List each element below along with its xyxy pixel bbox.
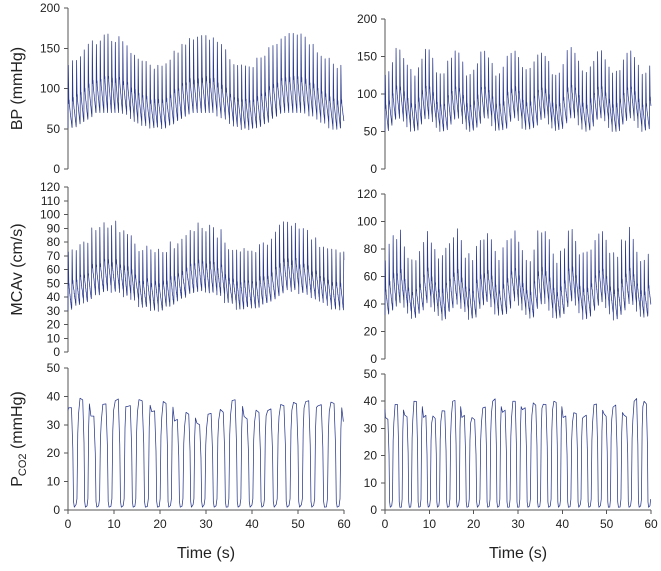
y-tick-label: 20 — [364, 325, 378, 339]
y-tick-label: 40 — [364, 394, 378, 408]
panel-mcav-right: 0 20 40 60 80 100 120 — [357, 187, 652, 366]
y-tick-label: 0 — [53, 503, 60, 517]
y-tick-label: 100 — [40, 208, 60, 222]
y-tick-label: 60 — [364, 270, 378, 284]
y-tick-label: 30 — [47, 304, 61, 318]
x-tick-label: 50 — [600, 517, 614, 531]
y-tick-label: 40 — [47, 290, 61, 304]
y-tick-label: 50 — [47, 361, 61, 375]
x-axis-label: Time (s) — [489, 545, 547, 562]
y-tick-label: 10 — [47, 475, 61, 489]
series-line-pco2-left — [67, 397, 344, 508]
x-tick-label: 20 — [467, 517, 481, 531]
y-tick-label: 110 — [41, 194, 60, 208]
y-tick-label: 40 — [364, 297, 378, 311]
y-tick-label: 150 — [40, 41, 60, 55]
x-tick-label: 40 — [245, 517, 259, 531]
x-tick-label: 60 — [337, 517, 351, 531]
x-tick-label: 10 — [423, 517, 437, 531]
series-line-mcav-left — [67, 220, 345, 312]
x-axis-label: Time (s) — [177, 545, 235, 562]
panel-bp-right: 0 50 100 150 200 — [357, 12, 652, 176]
y-tick-label: 0 — [370, 503, 377, 517]
y-tick-label: 70 — [47, 249, 61, 263]
y-tick-label: 100 — [357, 215, 377, 229]
y-tick-label: 0 — [370, 162, 377, 176]
y-axis-label: BP (mmHg) — [9, 47, 26, 130]
y-tick-label: 60 — [47, 263, 61, 277]
x-tick-label: 0 — [65, 517, 72, 531]
y-axis-label: PCO2 (mmHg) — [9, 391, 29, 487]
y-tick-label: 100 — [357, 87, 377, 101]
y-tick-label: 120 — [40, 180, 60, 194]
y-tick-label: 100 — [40, 82, 60, 96]
y-tick-label: 0 — [370, 352, 377, 366]
y-tick-label: 10 — [47, 331, 61, 345]
panel-bp-left: 0 50 100 150 200 BP (mmHg) — [9, 1, 345, 176]
y-tick-label: 50 — [364, 125, 378, 139]
y-tick-label: 20 — [47, 318, 61, 332]
y-tick-label: 200 — [40, 1, 60, 15]
y-tick-label: 40 — [47, 389, 61, 403]
y-tick-label: 80 — [364, 242, 378, 256]
y-tick-label: 20 — [364, 449, 378, 463]
y-tick-label: 50 — [47, 122, 61, 136]
y-tick-label: 90 — [47, 221, 61, 235]
y-tick-label: 30 — [364, 421, 378, 435]
panel-pco2-right: 0 10 20 30 40 50 0 10 20 30 40 50 60 Time (s) — [364, 367, 658, 562]
y-tick-label: 200 — [357, 12, 377, 26]
y-tick-label: 150 — [357, 50, 377, 64]
x-tick-label: 30 — [511, 517, 525, 531]
x-tick-label: 30 — [199, 517, 213, 531]
x-tick-label: 40 — [556, 517, 570, 531]
y-tick-label: 0 — [53, 162, 60, 176]
x-tick-label: 60 — [644, 517, 658, 531]
series-line-pco2-right — [384, 398, 652, 508]
y-tick-label: 50 — [47, 276, 61, 290]
x-tick-label: 0 — [382, 517, 389, 531]
y-tick-label: 10 — [364, 476, 378, 490]
x-tick-label: 50 — [291, 517, 305, 531]
x-tick-label: 20 — [153, 517, 167, 531]
series-line-bp-left — [67, 33, 345, 131]
y-tick-label: 20 — [47, 446, 61, 460]
series-line-mcav-right — [384, 226, 652, 321]
y-tick-label: 50 — [364, 367, 378, 381]
y-tick-label: 0 — [53, 345, 60, 359]
y-tick-label: 30 — [47, 418, 61, 432]
x-tick-label: 10 — [107, 517, 121, 531]
y-tick-label: 80 — [47, 235, 61, 249]
panel-pco2-left: 0 10 20 30 40 50 0 10 20 30 40 50 60 Time (s) PCO2 (mm… — [9, 361, 351, 562]
y-axis-label: MCAv (cm/s) — [9, 223, 26, 315]
series-line-bp-right — [384, 46, 652, 132]
y-tick-label: 120 — [357, 187, 377, 201]
